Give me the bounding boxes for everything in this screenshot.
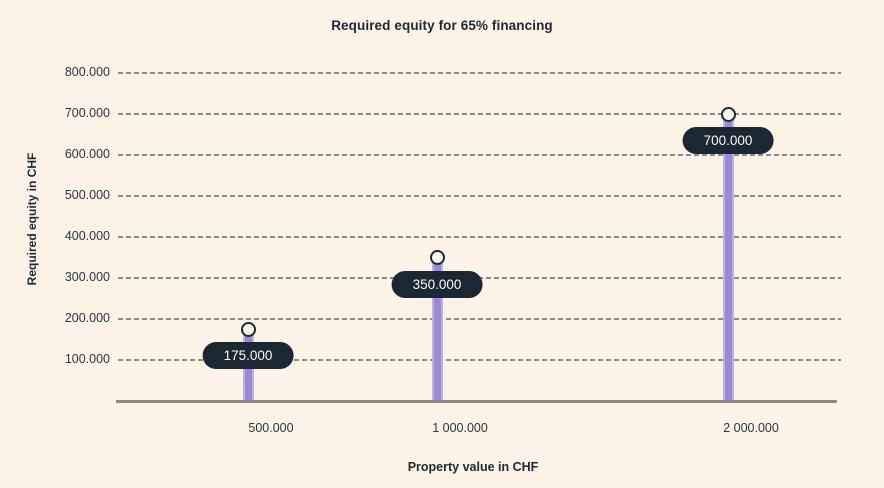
chart-title: Required equity for 65% financing: [331, 18, 553, 33]
gridline: [118, 113, 841, 115]
lollipop-bar: [722, 114, 734, 402]
lollipop-marker: [240, 321, 256, 337]
y-tick-label: 100.000: [64, 352, 110, 366]
gridline: [118, 359, 841, 361]
x-tick-label: 1 000.000: [432, 421, 488, 435]
lollipop-marker: [720, 106, 736, 122]
lollipop-marker: [429, 250, 445, 265]
gridline: [118, 154, 841, 156]
value-pill: 350.000: [391, 270, 483, 298]
x-axis-line: [116, 400, 837, 403]
x-tick-label: 500.000: [248, 421, 294, 435]
y-tick-label: 400.000: [64, 229, 110, 243]
value-pill: 175.000: [202, 342, 294, 370]
gridline: [118, 195, 841, 197]
y-tick-label: 300.000: [64, 270, 110, 284]
x-tick-label: 2 000.000: [723, 421, 779, 435]
gridline: [118, 236, 841, 238]
lollipop-bar: [431, 257, 443, 402]
gridline: [118, 318, 841, 320]
value-pill: 700.000: [682, 127, 774, 154]
y-tick-label: 700.000: [64, 106, 110, 120]
y-tick-label: 200.000: [64, 311, 110, 325]
gridline: [118, 72, 841, 74]
y-axis-title: Required equity in CHF: [25, 152, 39, 286]
y-tick-label: 600.000: [64, 147, 110, 161]
y-tick-label: 500.000: [64, 188, 110, 202]
x-axis-title: Property value in CHF: [407, 460, 539, 474]
y-tick-label: 800.000: [64, 65, 110, 79]
